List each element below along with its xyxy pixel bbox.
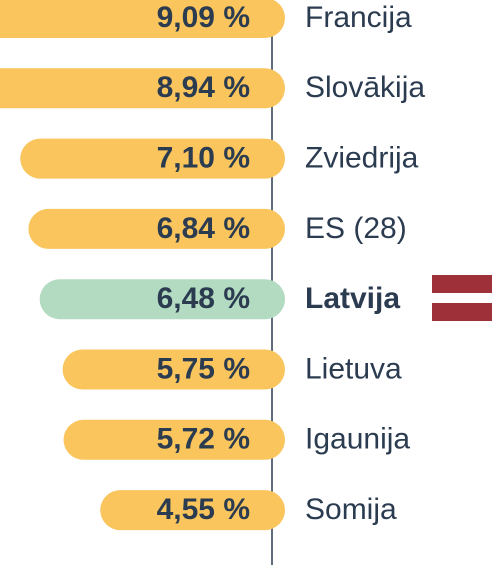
value-label: 6,48 % — [157, 282, 250, 315]
category-label: ES (28) — [305, 212, 407, 245]
bar — [100, 490, 286, 531]
bar — [20, 138, 286, 179]
value-label: 8,94 % — [157, 71, 250, 104]
value-label: 5,72 % — [157, 423, 250, 456]
category-label: Latvija — [305, 282, 400, 315]
bar — [62, 349, 285, 390]
value-label: 5,75 % — [157, 352, 250, 385]
value-label: 7,10 % — [157, 142, 250, 175]
latvia-flag — [432, 275, 492, 321]
value-label: 4,55 % — [157, 493, 250, 526]
value-label: 6,84 % — [157, 212, 250, 245]
category-label: Igaunija — [305, 423, 410, 456]
category-label: Slovākija — [305, 71, 425, 104]
category-label: Somija — [305, 493, 397, 526]
bar — [63, 419, 285, 460]
bar — [39, 279, 285, 320]
category-label: Lietuva — [305, 352, 402, 385]
bar — [0, 68, 285, 109]
value-label: 9,09 % — [157, 1, 250, 34]
category-label: Francija — [305, 1, 412, 34]
bar — [0, 0, 285, 38]
bar — [28, 208, 286, 249]
category-label: Zviedrija — [305, 142, 419, 175]
